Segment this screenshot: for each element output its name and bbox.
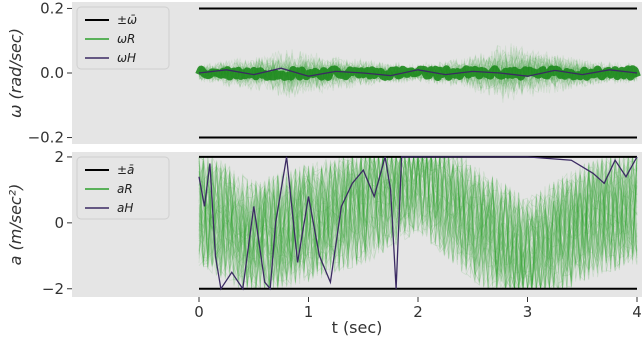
accel-r-trajectory <box>198 156 638 290</box>
omega-r-trajectory <box>198 46 638 90</box>
y-tick-label: 0.0 <box>40 64 64 82</box>
legend-label: ±ω̄ <box>117 13 137 27</box>
x-tick-label: 4 <box>632 303 642 321</box>
y-tick-label: −0.2 <box>28 129 64 147</box>
accel-r-trajectory <box>198 156 638 289</box>
accel-panel: 2 0 −2 0 1 2 3 4 a (m/sec²) t (sec) ±ā aR aH <box>6 148 642 337</box>
omega-ylabel: ω (rad/sec) <box>6 28 25 118</box>
accel-r-trajectory <box>198 156 638 289</box>
x-tick-label: 1 <box>304 303 314 321</box>
accel-r-trajectory <box>198 155 638 290</box>
omega-yticks: 0.2 0.0 −0.2 <box>28 0 72 147</box>
accel-r-trajectory <box>198 156 638 291</box>
accel-r-trajectory <box>198 156 638 282</box>
accel-r-trajectory <box>198 156 638 289</box>
y-tick-label: −2 <box>42 280 64 298</box>
accel-ylabel: a (m/sec²) <box>6 184 25 266</box>
legend-frame <box>76 156 170 220</box>
accel-r-trajectory <box>198 155 638 290</box>
accel-yticks: 2 0 −2 <box>42 148 72 298</box>
omega-r-trajectory <box>199 55 638 95</box>
omega-r-band <box>195 43 641 103</box>
accel-r-trajectory <box>198 156 638 290</box>
accel-r-trajectory <box>198 156 638 290</box>
legend-frame <box>76 6 170 70</box>
y-tick-label: 0 <box>54 214 64 232</box>
x-tick-label: 3 <box>523 303 533 321</box>
accel-r-trajectory <box>198 156 638 289</box>
omega-lines <box>198 7 638 139</box>
accel-r-trajectory <box>198 155 638 290</box>
omega-r-trajectory <box>198 53 638 91</box>
accel-r-trajectory <box>198 156 638 290</box>
omega-legend: ±ω̄ ωR ωH <box>76 6 170 70</box>
legend-label: aR <box>117 182 133 196</box>
accel-r-trajectory <box>198 156 638 289</box>
x-tick-label: 0 <box>194 303 204 321</box>
accel-r-trajectory <box>198 156 638 290</box>
y-tick-label: 0.2 <box>40 0 64 17</box>
accel-r-trajectory <box>198 155 638 289</box>
omega-r-trajectory <box>198 54 638 91</box>
human-trace-0 <box>198 67 638 77</box>
accel-xticks: 0 1 2 3 4 <box>194 297 642 321</box>
accel-r-trajectory <box>198 156 638 289</box>
accel-r-trajectory <box>198 156 638 289</box>
accel-r-trajectory <box>198 156 638 289</box>
accel-r-trajectory <box>198 156 638 290</box>
omega-r-trajectory <box>198 54 638 95</box>
x-axis-label: t (sec) <box>332 318 383 337</box>
omega-r-core <box>195 65 641 81</box>
accel-r-trajectory <box>198 156 638 289</box>
accel-r-trajectory <box>198 156 638 290</box>
accel-r-trajectory <box>198 155 638 290</box>
accel-r-trajectory <box>198 156 638 289</box>
legend-label: ωH <box>117 51 136 65</box>
accel-legend: ±ā aR aH <box>76 156 170 220</box>
accel-lines <box>198 155 638 291</box>
accel-r-trajectory <box>198 155 638 289</box>
accel-r-trajectory <box>198 155 638 290</box>
accel-r-trajectory <box>198 156 638 290</box>
accel-r-trajectory <box>198 156 638 289</box>
legend-label: aH <box>117 201 133 215</box>
accel-r-trajectory <box>198 156 638 289</box>
human-trace-1 <box>198 156 638 291</box>
accel-r-trajectory <box>198 156 638 289</box>
omega-r-trajectory <box>198 45 638 97</box>
accel-r-trajectory <box>198 156 638 290</box>
y-tick-label: 2 <box>54 148 64 166</box>
accel-r-trajectory <box>198 155 637 290</box>
accel-r-trajectory <box>198 156 638 290</box>
legend-label: ωR <box>117 32 135 46</box>
accel-r-trajectory <box>198 155 638 290</box>
accel-r-trajectory <box>198 156 638 289</box>
x-tick-label: 2 <box>413 303 423 321</box>
legend-label: ±ā <box>117 163 134 177</box>
accel-r-trajectory <box>198 156 638 289</box>
accel-r-trajectory <box>198 156 638 289</box>
omega-panel: 0.2 0.0 −0.2 ω (rad/sec) ±ω̄ ωR ωH <box>6 0 642 147</box>
